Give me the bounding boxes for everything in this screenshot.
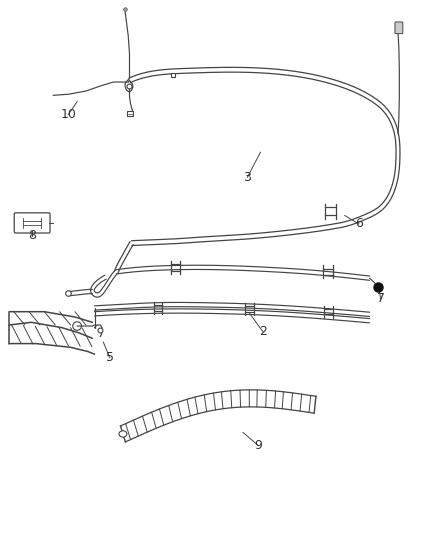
FancyBboxPatch shape: [14, 213, 50, 233]
Text: 10: 10: [60, 108, 76, 121]
Text: 7: 7: [377, 292, 385, 305]
Ellipse shape: [119, 431, 127, 437]
Text: 2: 2: [259, 325, 267, 338]
Text: 3: 3: [244, 171, 251, 184]
Text: 8: 8: [28, 229, 36, 242]
Text: 6: 6: [355, 217, 363, 230]
Bar: [127, 111, 133, 116]
FancyBboxPatch shape: [395, 22, 403, 34]
Text: 9: 9: [254, 439, 262, 452]
Text: 5: 5: [106, 351, 114, 365]
